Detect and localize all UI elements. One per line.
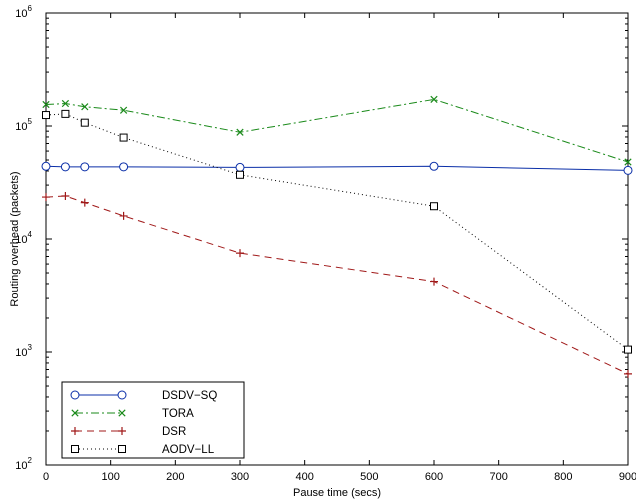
legend-marker-dsr: [118, 427, 126, 435]
data-point-dsr: [236, 249, 244, 258]
legend-marker-tora: [71, 409, 79, 417]
x-tick-label: 500: [360, 471, 378, 483]
x-tick-label: 600: [425, 471, 443, 483]
x-tick-label: 100: [101, 471, 119, 483]
legend-label-dsr: DSR: [162, 426, 186, 438]
data-point-aodv-ll: [119, 133, 128, 142]
series-dsr: [42, 192, 632, 378]
legend-marker-aodv-ll: [71, 445, 79, 453]
legend-marker-dsr: [71, 427, 79, 435]
series-dsdv-sq: [41, 161, 633, 175]
y-tick-exponent: 4: [28, 230, 33, 239]
legend-marker-dsdv-sq: [117, 390, 127, 400]
data-point-tora: [119, 106, 128, 114]
data-point-dsr: [624, 369, 632, 378]
data-point-aodv-ll: [430, 202, 438, 211]
legend-label-aodv-ll: AODV−LL: [162, 444, 215, 456]
data-point-dsdv-sq: [80, 162, 90, 172]
y-axis-label: Routing overhead (packets): [9, 171, 21, 306]
y-tick-label: 102: [15, 456, 32, 472]
legend-entry-tora: TORA: [71, 408, 194, 420]
legend-entry-dsr: DSR: [71, 426, 186, 438]
series-aodv-ll: [42, 109, 632, 354]
data-point-tora: [61, 99, 70, 108]
legend-marker-dsdv-sq: [70, 390, 80, 400]
x-tick-label: 700: [489, 471, 507, 483]
y-tick-exponent: 2: [28, 456, 33, 465]
x-axis-label: Pause time (secs): [293, 487, 381, 499]
data-point-aodv-ll: [624, 345, 632, 354]
y-tick-base: 10: [15, 234, 27, 246]
data-point-dsdv-sq: [623, 165, 633, 175]
data-point-tora: [624, 158, 632, 166]
data-point-dsdv-sq: [429, 161, 439, 171]
y-tick-base: 10: [15, 460, 27, 472]
data-point-aodv-ll: [80, 118, 89, 127]
data-point-tora: [81, 103, 89, 111]
legend-label-dsdv-sq: DSDV−SQ: [162, 390, 217, 402]
data-point-aodv-ll: [61, 109, 70, 118]
data-point-dsr: [42, 193, 50, 202]
y-tick-exponent: 6: [28, 4, 33, 13]
legend-label-tora: TORA: [162, 408, 194, 420]
data-point-dsdv-sq: [60, 162, 70, 172]
data-point-aodv-ll: [236, 170, 244, 179]
y-tick-label: 103: [15, 343, 32, 359]
data-point-aodv-ll: [42, 111, 50, 120]
y-tick-base: 10: [15, 8, 27, 20]
data-point-tora: [42, 100, 50, 109]
data-point-dsdv-sq: [235, 162, 245, 172]
x-tick-label: 800: [554, 471, 572, 483]
data-point-dsr: [119, 211, 128, 220]
legend: DSDV−SQ TORA DSR AODV−LL: [61, 381, 245, 459]
x-axis-ticks: 0 100 200 300 400 500 600 700 800 900: [43, 13, 636, 483]
data-point-dsr: [61, 192, 70, 201]
legend-entry-dsdv-sq: DSDV−SQ: [70, 390, 217, 402]
y-tick-label: 106: [15, 4, 32, 20]
legend-marker-tora: [118, 409, 126, 417]
y-tick-label: 105: [15, 117, 32, 133]
y-tick-base: 10: [15, 121, 27, 133]
data-point-tora: [430, 95, 438, 104]
data-point-dsr: [80, 198, 89, 207]
x-tick-label: 900: [619, 471, 636, 483]
data-point-dsdv-sq: [119, 162, 129, 172]
data-point-dsr: [430, 277, 438, 286]
x-tick-label: 0: [43, 471, 49, 483]
x-tick-label: 300: [231, 471, 249, 483]
y-tick-label: 104: [15, 230, 32, 246]
series-layer: [41, 95, 633, 378]
y-tick-base: 10: [15, 347, 27, 359]
legend-marker-aodv-ll: [118, 445, 126, 453]
data-point-dsdv-sq: [41, 161, 51, 171]
x-tick-label: 400: [295, 471, 313, 483]
data-point-tora: [236, 128, 244, 136]
x-tick-label: 200: [166, 471, 184, 483]
y-tick-exponent: 3: [28, 343, 33, 352]
series-tora: [42, 95, 632, 166]
legend-entry-aodv-ll: AODV−LL: [71, 444, 215, 456]
y-tick-exponent: 5: [28, 117, 33, 126]
